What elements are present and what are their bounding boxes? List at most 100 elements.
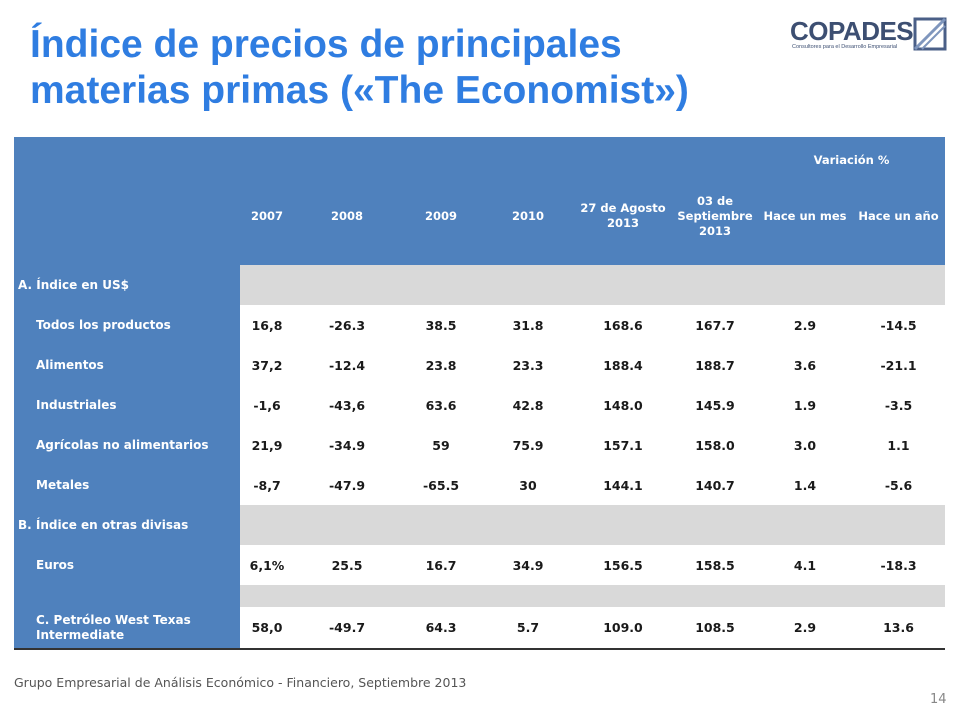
row-label: Industriales: [36, 397, 117, 412]
logo-name: COPADES: [790, 16, 914, 46]
value-cell: 58,0: [251, 620, 283, 635]
value-cell: 38.5: [425, 317, 457, 333]
value-cell: 3.6: [793, 357, 817, 373]
slide-title: Índice de precios de principales materia…: [30, 22, 689, 114]
value-cell: 30: [519, 477, 537, 493]
label-bg: [14, 265, 240, 305]
value-cell: -47.9: [328, 477, 366, 493]
column-header: 2007: [250, 208, 283, 223]
group-header: Variación %: [813, 152, 890, 167]
value-cell: 25.5: [331, 557, 363, 573]
column-header: 27 de Agosto 2013: [580, 201, 666, 230]
value-cell: 156.5: [603, 557, 643, 573]
value-cell: -26.3: [328, 317, 366, 333]
header-bg: [14, 137, 945, 265]
column-header: Hace un mes: [763, 208, 847, 223]
label-bg: [14, 505, 240, 545]
column-header: 2009: [424, 208, 457, 223]
value-cell: 23.3: [512, 357, 544, 373]
value-cell: 21,9: [251, 437, 283, 453]
value-cell: 59: [432, 437, 450, 453]
value-cell: 1.4: [793, 477, 817, 493]
value-cell: 63.6: [425, 397, 457, 413]
section-label: B. Índice en otras divisas: [18, 517, 189, 532]
value-cell: -14.5: [880, 317, 917, 333]
label-bg: [14, 545, 240, 585]
value-cell: -21.1: [880, 357, 917, 373]
value-cell: 157.1: [603, 437, 643, 453]
value-cell: 2.9: [793, 317, 817, 333]
value-cell: 1.1: [887, 437, 910, 453]
logo-icon: [913, 17, 947, 51]
column-header: 03 de Septiembre 2013: [677, 193, 753, 238]
value-cell: -34.9: [328, 437, 366, 453]
section-label: A. Índice en US$: [18, 277, 129, 292]
value-cell: 108.5: [695, 620, 735, 635]
value-cell: 3.0: [793, 437, 817, 453]
logo: COPADES Consultores para el Desarrollo E…: [790, 14, 950, 54]
row-label: Todos los productos: [36, 317, 171, 332]
value-cell: 145.9: [695, 397, 735, 413]
label-bg: [14, 385, 240, 425]
value-cell: 158.0: [695, 437, 735, 453]
title-line: Índice de precios de principales: [30, 23, 622, 66]
footer-text: Grupo Empresarial de Análisis Económico …: [14, 675, 467, 690]
label-bg: [14, 305, 240, 345]
value-cell: 109.0: [603, 620, 643, 635]
value-cell: 37,2: [251, 357, 283, 373]
table-bottom-border: [14, 648, 945, 650]
value-cell: 167.7: [695, 317, 735, 333]
row-label: Metales: [36, 477, 90, 492]
value-cell: 6,1%: [249, 557, 285, 573]
section-band: [240, 505, 945, 545]
label-bg: [14, 607, 240, 648]
column-header: 2008: [330, 208, 363, 223]
value-cell: 42.8: [512, 397, 544, 413]
value-cell: 31.8: [512, 317, 544, 333]
value-cell: 188.4: [603, 357, 643, 373]
value-cell: 140.7: [695, 477, 735, 493]
value-cell: 16,8: [251, 317, 283, 333]
value-cell: 34.9: [512, 557, 544, 573]
value-cell: -8,7: [253, 477, 281, 493]
row-label: C. Petróleo West Texas Intermediate: [36, 612, 191, 642]
value-cell: 144.1: [603, 477, 643, 493]
value-cell: 4.1: [793, 557, 817, 573]
logo-tagline: Consultores para el Desarrollo Empresari…: [792, 44, 898, 50]
value-cell: 1.9: [793, 397, 817, 413]
section-band: [240, 265, 945, 305]
label-bg: [14, 585, 240, 607]
value-cell: 148.0: [603, 397, 643, 413]
value-cell: 158.5: [695, 557, 735, 573]
value-cell: -18.3: [880, 557, 917, 573]
column-header: 2010: [511, 208, 544, 223]
value-cell: -49.7: [328, 620, 366, 635]
value-cell: -3.5: [884, 397, 913, 413]
label-bg: [14, 345, 240, 385]
value-cell: 23.8: [425, 357, 457, 373]
value-cell: 188.7: [695, 357, 735, 373]
value-cell: 2.9: [793, 620, 817, 635]
value-cell: 168.6: [603, 317, 643, 333]
value-cell: -5.6: [884, 477, 913, 493]
column-header: Hace un año: [858, 208, 939, 223]
row-label: Euros: [36, 557, 75, 572]
row-label: Agrícolas no alimentarios: [36, 437, 209, 452]
value-cell: -12.4: [328, 357, 366, 373]
value-cell: -65.5: [422, 477, 460, 493]
value-cell: 64.3: [425, 620, 457, 635]
title-line: materias primas («The Economist»): [30, 69, 689, 112]
label-bg: [14, 465, 240, 505]
value-cell: 5.7: [516, 620, 540, 635]
row-label: Alimentos: [36, 357, 104, 372]
page-number: 14: [930, 692, 947, 707]
label-bg: [14, 425, 240, 465]
section-band: [240, 585, 945, 607]
value-cell: -1,6: [253, 397, 281, 413]
value-cell: 13.6: [883, 620, 914, 635]
value-cell: 75.9: [512, 437, 544, 453]
value-cell: 16.7: [425, 557, 457, 573]
value-cell: -43,6: [328, 397, 366, 413]
